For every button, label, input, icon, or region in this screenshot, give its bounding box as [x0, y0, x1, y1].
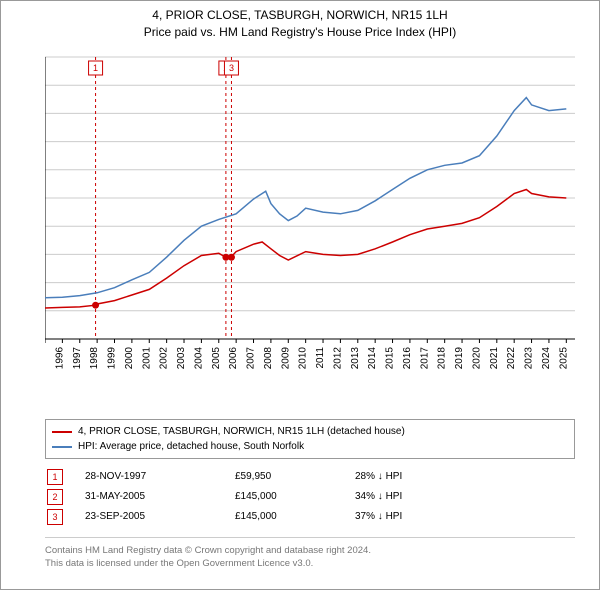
- x-tick-label: 2012: [332, 347, 343, 370]
- sale-price: £59,950: [235, 467, 355, 487]
- chart-title-block: 4, PRIOR CLOSE, TASBURGH, NORWICH, NR15 …: [1, 1, 599, 41]
- x-tick-label: 2017: [419, 347, 430, 370]
- sale-date: 28-NOV-1997: [85, 467, 235, 487]
- x-tick-label: 2004: [193, 347, 204, 370]
- sale-row: 2 31-MAY-2005£145,00034% ↓ HPI: [45, 487, 575, 507]
- price-chart: £0£50K£100K£150K£200K£250K£300K£350K£400…: [45, 51, 581, 381]
- legend-label: 4, PRIOR CLOSE, TASBURGH, NORWICH, NR15 …: [78, 424, 405, 439]
- sale-row: 3 23-SEP-2005£145,00037% ↓ HPI: [45, 507, 575, 527]
- x-tick-label: 1995: [45, 347, 48, 370]
- x-tick-label: 1999: [107, 347, 118, 370]
- x-tick-label: 2003: [176, 347, 187, 370]
- chart-container: 4, PRIOR CLOSE, TASBURGH, NORWICH, NR15 …: [0, 0, 600, 590]
- x-tick-label: 2013: [350, 347, 361, 370]
- x-tick-label: 2010: [298, 347, 309, 370]
- sale-row: 1 28-NOV-1997£59,95028% ↓ HPI: [45, 467, 575, 487]
- x-tick-label: 2014: [367, 347, 378, 370]
- x-tick-label: 2007: [246, 347, 257, 370]
- x-tick-label: 2001: [141, 347, 152, 370]
- x-tick-label: 2020: [471, 347, 482, 370]
- x-tick-label: 2024: [541, 347, 552, 370]
- attribution: Contains HM Land Registry data © Crown c…: [45, 537, 575, 571]
- x-tick-label: 2005: [211, 347, 222, 370]
- series-line: [45, 190, 566, 309]
- chart-title-line2: Price paid vs. HM Land Registry's House …: [1, 24, 599, 41]
- x-tick-label: 1998: [89, 347, 100, 370]
- sale-badge: 3: [47, 509, 63, 525]
- legend-swatch-icon: [52, 431, 72, 433]
- x-tick-label: 2000: [124, 347, 135, 370]
- x-tick-label: 2015: [385, 347, 396, 370]
- legend-label: HPI: Average price, detached house, Sout…: [78, 439, 304, 454]
- x-tick-label: 1996: [54, 347, 65, 370]
- x-tick-label: 2019: [454, 347, 465, 370]
- sale-badge: 2: [47, 489, 63, 505]
- x-tick-label: 2022: [506, 347, 517, 370]
- sale-date: 31-MAY-2005: [85, 487, 235, 507]
- sale-point-icon: [92, 302, 99, 309]
- sale-badge: 1: [47, 469, 63, 485]
- x-tick-label: 1997: [72, 347, 83, 370]
- sale-hpi-diff: 28% ↓ HPI: [355, 467, 575, 487]
- legend-item: HPI: Average price, detached house, Sout…: [52, 439, 568, 454]
- x-tick-label: 2025: [558, 347, 569, 370]
- sale-hpi-diff: 37% ↓ HPI: [355, 507, 575, 527]
- legend: 4, PRIOR CLOSE, TASBURGH, NORWICH, NR15 …: [45, 419, 575, 459]
- sales-table: 1 28-NOV-1997£59,95028% ↓ HPI 2 31-MAY-2005…: [45, 463, 575, 531]
- chart-title-line1: 4, PRIOR CLOSE, TASBURGH, NORWICH, NR15 …: [1, 7, 599, 24]
- sale-hpi-diff: 34% ↓ HPI: [355, 487, 575, 507]
- attribution-line2: This data is licensed under the Open Gov…: [45, 557, 575, 570]
- x-tick-label: 2009: [280, 347, 291, 370]
- sale-marker-number: 3: [229, 63, 234, 73]
- sale-marker-number: 1: [93, 63, 98, 73]
- sale-point-icon: [228, 254, 235, 261]
- sale-price: £145,000: [235, 487, 355, 507]
- x-tick-label: 2006: [228, 347, 239, 370]
- legend-swatch-icon: [52, 446, 72, 448]
- x-tick-label: 2016: [402, 347, 413, 370]
- x-tick-label: 2008: [263, 347, 274, 370]
- x-tick-label: 2002: [159, 347, 170, 370]
- sale-price: £145,000: [235, 507, 355, 527]
- x-tick-label: 2021: [489, 347, 500, 370]
- x-tick-label: 2018: [437, 347, 448, 370]
- x-tick-label: 2023: [524, 347, 535, 370]
- attribution-line1: Contains HM Land Registry data © Crown c…: [45, 544, 575, 557]
- sale-date: 23-SEP-2005: [85, 507, 235, 527]
- x-tick-label: 2011: [315, 347, 326, 369]
- legend-item: 4, PRIOR CLOSE, TASBURGH, NORWICH, NR15 …: [52, 424, 568, 439]
